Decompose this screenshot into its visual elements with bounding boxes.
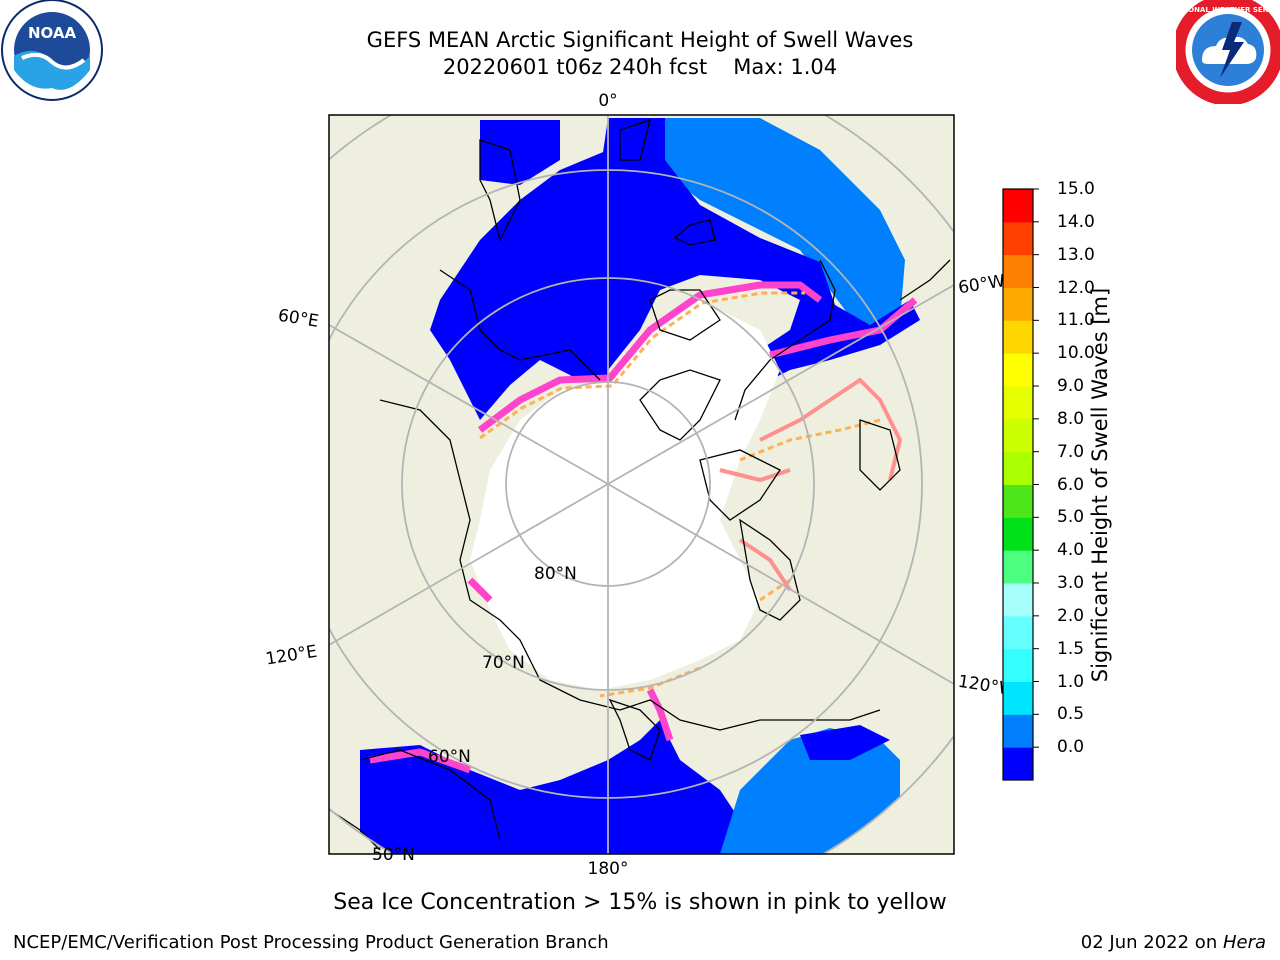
colorbar-tick-label: 8.0 xyxy=(1057,408,1085,429)
colorbar-band xyxy=(1003,714,1033,748)
noaa-logo-text: NOAA xyxy=(28,24,77,42)
meridian-label-bottom: 180° xyxy=(588,859,629,879)
sea-ice-region xyxy=(470,300,780,690)
colorbar-tick-label: 0.5 xyxy=(1057,704,1085,725)
colorbar-tick-label: 7.0 xyxy=(1057,441,1085,462)
colorbar-band xyxy=(1003,353,1033,387)
parallel-label-80n: 80°N xyxy=(534,564,577,584)
swell-gulf-alaska xyxy=(800,725,890,760)
swell-field xyxy=(360,118,920,854)
colorbar-tick-label: 1.0 xyxy=(1057,671,1085,692)
colorbar-band xyxy=(1003,484,1033,518)
colorbar-band xyxy=(1003,418,1033,453)
colorbar-tick-label: 5.0 xyxy=(1057,507,1085,528)
forecast-run-label: 20220601 t06z 240h fcst xyxy=(442,55,708,79)
colorbar-band xyxy=(1003,189,1033,223)
colorbar-band xyxy=(1003,517,1033,551)
colorbar-tick-label: 1.5 xyxy=(1057,638,1085,659)
colorbar-tick-label: 6.0 xyxy=(1057,474,1085,495)
colorbar-band xyxy=(1003,615,1033,650)
colorbar-tick-label: 0.0 xyxy=(1057,737,1085,758)
colorbar-band xyxy=(1003,254,1033,288)
colorbar-tick-label: 2.0 xyxy=(1057,605,1085,626)
map-frame xyxy=(328,114,955,855)
graticule xyxy=(329,115,954,854)
colorbar-band xyxy=(1003,681,1033,715)
colorbar-band xyxy=(1003,583,1033,617)
colorbar-band xyxy=(1003,386,1033,420)
colorbar-tick-label: 14.0 xyxy=(1057,211,1095,232)
colorbar xyxy=(1003,189,1033,781)
colorbar-title: Significant Height of Swell Waves [m] xyxy=(1088,287,1112,683)
noaa-logo: NOAA xyxy=(1,0,103,101)
colorbar-band xyxy=(1003,451,1033,485)
colorbar-band xyxy=(1003,221,1033,256)
chart-subtitle: 20220601 t06z 240h fcst Max: 1.04 xyxy=(0,54,1280,80)
colorbar-tick-label: 13.0 xyxy=(1057,244,1095,265)
swell-pacific-light xyxy=(720,728,900,854)
colorbar-tick-label: 9.0 xyxy=(1057,376,1085,396)
colorbar-band xyxy=(1003,287,1033,321)
meridian-label-60e: 60°E xyxy=(277,306,321,332)
nws-logo-text: NATIONAL WEATHER SERVICE xyxy=(1176,6,1280,14)
meridian-label-120e: 120°E xyxy=(264,642,318,670)
meridian-label-60w: 60°W xyxy=(957,271,1007,298)
ice-edge-canadian-archipelago xyxy=(719,377,903,592)
colorbar-tick-label: 11.0 xyxy=(1057,310,1095,331)
nws-logo: NATIONAL WEATHER SERVICE xyxy=(1176,0,1280,104)
max-value-label: Max: 1.04 xyxy=(733,55,838,79)
host-name: Hera xyxy=(1222,932,1266,953)
generation-date-text: 02 Jun 2022 on xyxy=(1080,932,1223,953)
meridian-label-top: 0° xyxy=(598,91,617,111)
swell-norwegian-sea xyxy=(570,118,920,380)
colorbar-band xyxy=(1003,747,1033,781)
colorbar-ticks xyxy=(1033,188,1039,748)
swell-north-sea-top xyxy=(480,120,560,185)
swell-barents-sea xyxy=(430,150,608,420)
colorbar-tick-label: 4.0 xyxy=(1057,540,1085,561)
parallel-label-60n: 60°N xyxy=(428,747,471,767)
sea-ice-caption: Sea Ice Concentration > 15% is shown in … xyxy=(333,890,947,915)
producer-credit: NCEP/EMC/Verification Post Processing Pr… xyxy=(13,932,609,953)
parallel-label-50n: 50°N xyxy=(372,845,415,865)
generation-date: 02 Jun 2022 on Hera xyxy=(1081,932,1266,953)
colorbar-band xyxy=(1003,550,1033,584)
parallel-label-70n: 70°N xyxy=(482,653,525,673)
coastlines xyxy=(329,119,951,851)
ice-edge-pink xyxy=(369,281,918,774)
colorbar-tick-label: 10.0 xyxy=(1057,343,1095,364)
colorbar-band xyxy=(1003,648,1033,682)
colorbar-tick-label: 3.0 xyxy=(1057,573,1085,593)
colorbar-tick-label: 12.0 xyxy=(1057,277,1095,298)
colorbar-band xyxy=(1003,320,1033,354)
swell-bering-sea xyxy=(360,720,740,854)
colorbar-tick-label: 15.0 xyxy=(1057,179,1095,199)
chart-title: GEFS MEAN Arctic Significant Height of S… xyxy=(366,28,914,52)
